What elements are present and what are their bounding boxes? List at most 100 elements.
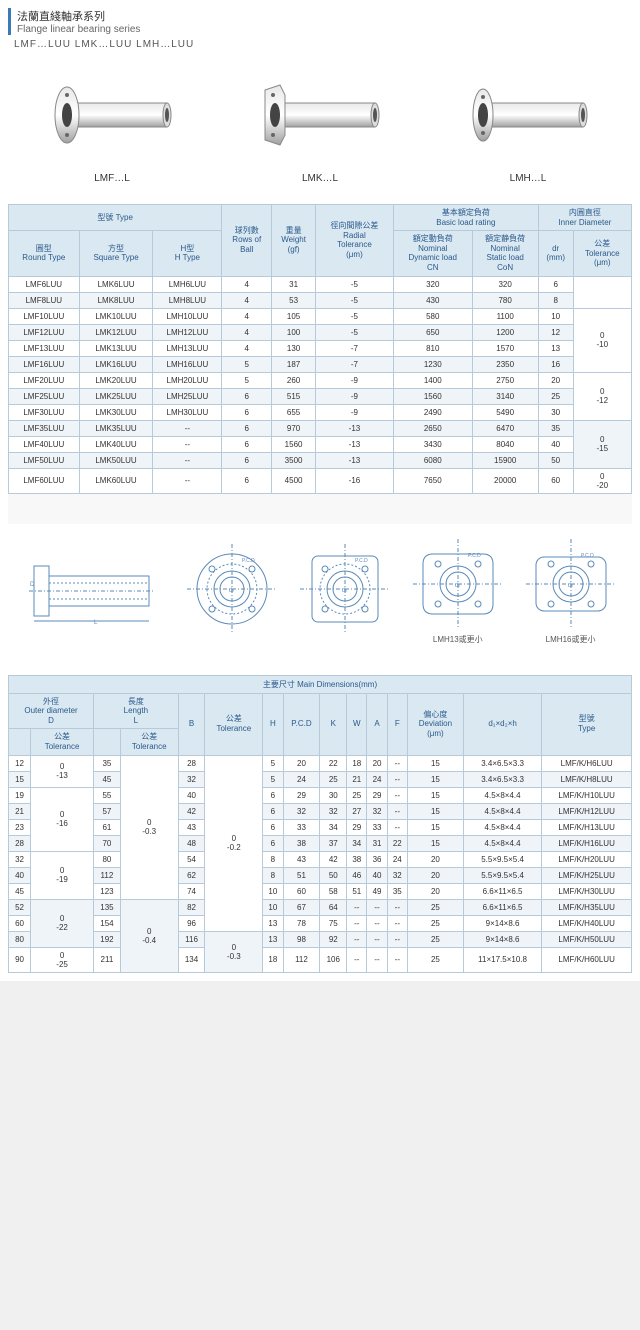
table-cell: LMH20LUU (153, 372, 222, 388)
side-view-diagram: D L (24, 546, 164, 636)
product-label: LMH…L (453, 173, 603, 184)
cell: 15 (407, 803, 463, 819)
cell: 60 (283, 883, 320, 899)
cell: 25 (407, 915, 463, 931)
cell: 42 (178, 803, 205, 819)
cell: 20 (283, 755, 320, 771)
th-len-tol: 公差 Tolerance (120, 729, 178, 755)
cell: LMF/K/H10LUU (542, 787, 632, 803)
table-cell: 4 (222, 324, 272, 340)
title-chinese: 法蘭直綫軸承系列 (17, 8, 632, 24)
title-english: Flange linear bearing series (17, 24, 632, 35)
th-f: F (387, 693, 407, 755)
cell: 5.5×9.5×5.4 (463, 851, 541, 867)
cell: 40 (367, 867, 387, 883)
bearing-svg-round (37, 65, 187, 165)
cell: 96 (178, 915, 205, 931)
bearing-svg-square (245, 65, 395, 165)
table-cell: 320 (393, 276, 472, 292)
cell: 32 (387, 867, 407, 883)
cell: 33 (367, 819, 387, 835)
cell: -- (367, 931, 387, 947)
cell: 4.5×8×4.4 (463, 819, 541, 835)
table-cell: -9 (315, 372, 393, 388)
cell: 13 (263, 931, 283, 947)
table-cell: 2650 (393, 420, 472, 436)
table-cell: 187 (272, 356, 316, 372)
flange-diagram: dr P.C.D (413, 539, 503, 629)
table-row: 120 -13350 -0.3280 -0.2520221820--153.4×… (9, 755, 632, 771)
cell: 0 -13 (31, 755, 94, 787)
table2-wrapper: 主要尺寸 Main Dimensions(mm) 外徑 Outer diamet… (8, 675, 632, 973)
cell: 40 (9, 867, 31, 883)
th-od-val (9, 729, 31, 755)
table-cell: 30 (538, 404, 573, 420)
cell: -- (367, 915, 387, 931)
cell: LMF/K/H12LUU (542, 803, 632, 819)
cell: 192 (94, 931, 121, 947)
cell: LMF/K/H25LUU (542, 867, 632, 883)
cell: 106 (320, 947, 347, 972)
cell: 50 (320, 867, 347, 883)
table-cell: LMF12LUU (9, 324, 80, 340)
cell: 11×17.5×10.8 (463, 947, 541, 972)
cell: 25 (407, 931, 463, 947)
cell: 52 (9, 899, 31, 915)
table-cell: 5490 (472, 404, 538, 420)
cell: 0 -0.4 (120, 899, 178, 972)
table-cell: LMH13LUU (153, 340, 222, 356)
cell: -- (347, 947, 367, 972)
cell: 21 (347, 771, 367, 787)
cell: 0 -0.2 (205, 755, 263, 931)
cell: 27 (347, 803, 367, 819)
svg-text:P.C.D: P.C.D (581, 553, 594, 559)
cell: 34 (347, 835, 367, 851)
diagram-item: D L (24, 546, 164, 638)
cell: 31 (367, 835, 387, 851)
th-tol: 公差 Tolerance (μm) (573, 231, 631, 276)
table-row: LMF30LUULMK30LUULMH30LUU6655-92490549030 (9, 404, 632, 420)
table-cell: LMF40LUU (9, 436, 80, 452)
table-cell: LMH10LUU (153, 308, 222, 324)
product-images-row: LMF…L LMK…L LMH…L (8, 65, 632, 184)
cell: 134 (178, 947, 205, 972)
th-weight: 重量 Weight (gf) (272, 205, 316, 277)
th-dr: dr (mm) (538, 231, 573, 276)
cell: 64 (320, 899, 347, 915)
table-cell: 6080 (393, 452, 472, 468)
table-cell: LMF6LUU (9, 276, 80, 292)
diagram-item: dr P.C.D LMH16或更小 (526, 539, 616, 645)
cell: 20 (367, 755, 387, 771)
table-row: LMF13LUULMK13LUULMH13LUU4130-7810157013 (9, 340, 632, 356)
table-row: LMF16LUULMK16LUULMH16LUU5187-71230235016 (9, 356, 632, 372)
table-cell: 320 (472, 276, 538, 292)
cell: 37 (320, 835, 347, 851)
table-cell: 20 (538, 372, 573, 388)
table-cell: 6 (222, 404, 272, 420)
cell: 24 (283, 771, 320, 787)
table-cell: 1560 (272, 436, 316, 452)
spec-table-1: 型號 Type 球列數 Rows of Ball 重量 Weight (gf) … (8, 204, 632, 494)
table-cell: -5 (315, 308, 393, 324)
table-row: LMF20LUULMK20LUULMH20LUU5260-91400275020… (9, 372, 632, 388)
cell: 33 (283, 819, 320, 835)
table-cell: 6 (538, 276, 573, 292)
cell: 80 (94, 851, 121, 867)
product-item: LMF…L (37, 65, 187, 184)
cell: 116 (178, 931, 205, 947)
table-cell: 2490 (393, 404, 472, 420)
cell: -- (387, 931, 407, 947)
cell: 80 (9, 931, 31, 947)
diagram-label: LMH16或更小 (526, 634, 616, 645)
cell: 4.5×8×4.4 (463, 803, 541, 819)
th-od: 外徑 Outer diameter D (9, 693, 94, 729)
cell: 5 (263, 755, 283, 771)
table-cell: 3430 (393, 436, 472, 452)
table-cell: 6 (222, 468, 272, 493)
th-h: H型 H Type (153, 231, 222, 276)
table-cell: 6 (222, 388, 272, 404)
table-cell: 5 (222, 372, 272, 388)
cell: LMF/K/H13LUU (542, 819, 632, 835)
cell: 45 (9, 883, 31, 899)
th-len: 長度 Length L (94, 693, 179, 729)
